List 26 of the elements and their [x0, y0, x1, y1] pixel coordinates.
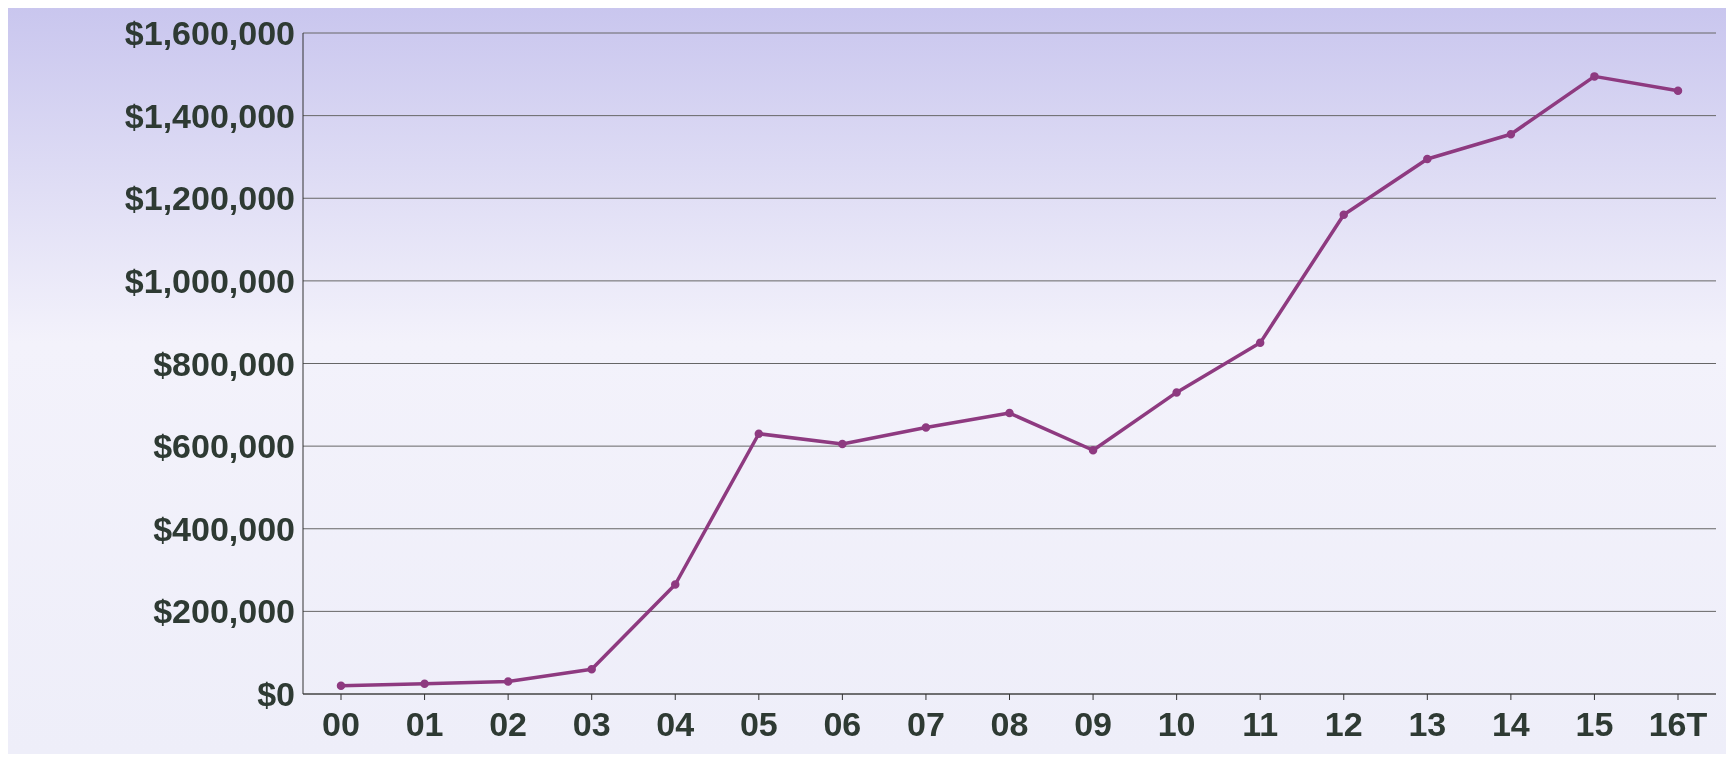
- x-tick-label: 02: [489, 705, 528, 744]
- y-tick-label: $1,600,000: [124, 14, 295, 53]
- y-tick-label: $1,000,000: [124, 261, 295, 300]
- y-tick-label: $1,400,000: [124, 96, 295, 135]
- x-tick-label: 03: [572, 705, 611, 744]
- y-tick-label: $1,200,000: [124, 179, 295, 218]
- x-tick-label: 00: [322, 705, 360, 744]
- x-tick-label: 15: [1575, 705, 1614, 744]
- x-tick-label: 05: [739, 705, 778, 744]
- x-tick-label: 10: [1157, 705, 1196, 744]
- x-tick-label: 09: [1074, 705, 1112, 744]
- x-tick-label: 01: [405, 705, 444, 744]
- x-tick-label: 14: [1491, 705, 1530, 744]
- y-tick-label: $600,000: [153, 427, 295, 466]
- y-tick-label: $400,000: [153, 509, 295, 548]
- y-tick-label: $800,000: [153, 344, 295, 383]
- x-tick-label: 12: [1324, 705, 1363, 744]
- x-tick-label: 16T: [1648, 705, 1708, 744]
- x-tick-label: 04: [656, 705, 695, 744]
- x-tick-label: 11: [1242, 705, 1279, 744]
- x-tick-label: 06: [823, 705, 862, 744]
- y-tick-label: $0: [257, 675, 295, 714]
- x-tick-label: 07: [907, 705, 945, 744]
- x-tick-label: 08: [990, 705, 1029, 744]
- y-tick-label: $200,000: [153, 592, 295, 631]
- x-tick-label: 13: [1408, 705, 1447, 744]
